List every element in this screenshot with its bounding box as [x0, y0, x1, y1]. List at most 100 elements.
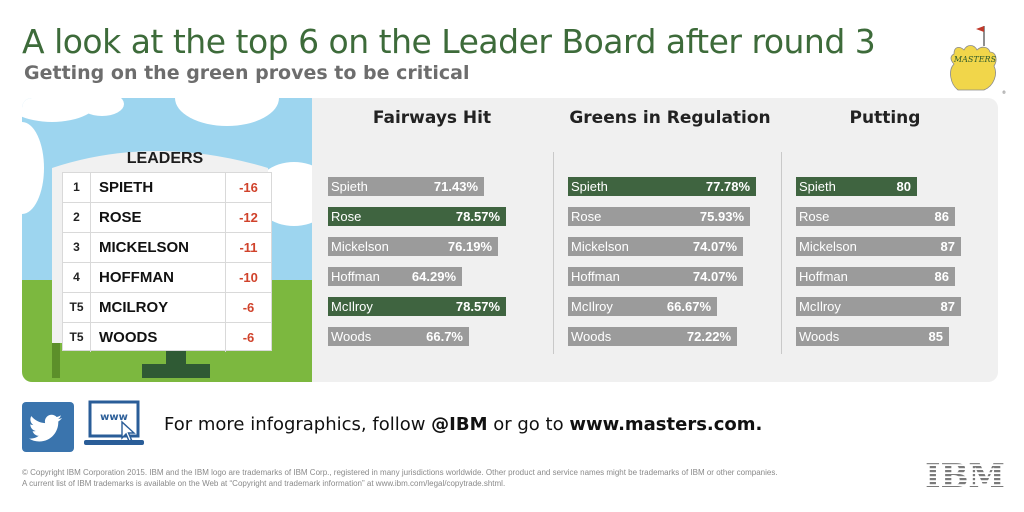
bar-category-label: Spieth: [331, 179, 368, 194]
bar: Rose 75.93%: [568, 207, 750, 226]
bar: Woods 66.7%: [328, 327, 469, 346]
leaderboard-row: 3 MICKELSON -11: [63, 232, 271, 262]
bar-category-label: Woods: [331, 329, 372, 344]
bar-value-label: 66.67%: [666, 299, 711, 314]
bar-category-label: Spieth: [799, 179, 836, 194]
leaderboard-position: 3: [63, 233, 91, 262]
bar-category-label: Hoffman: [331, 269, 380, 284]
bar: Mickelson 87: [796, 237, 961, 256]
chart-divider: [553, 152, 554, 354]
leaderboard-row: 1 SPIETH -16: [63, 173, 271, 203]
leaderboard-row: 2 ROSE -12: [63, 202, 271, 232]
leaderboard-player-name: MICKELSON: [99, 239, 189, 256]
leaderboard-player-name: SPIETH: [99, 179, 154, 196]
bar: Woods 72.22%: [568, 327, 737, 346]
leaderboard-title: LEADERS: [126, 150, 204, 167]
leaderboard-score: -6: [225, 293, 271, 322]
leaderboard-player-name: MCILROY: [99, 299, 169, 316]
bar: Hoffman 86: [796, 267, 955, 286]
chart-title-greens: Greens in Regulation: [569, 108, 771, 128]
bar-category-label: Mickelson: [331, 239, 389, 254]
bar-value-label: 74.07%: [692, 239, 737, 254]
bar-value-label: 80: [896, 179, 911, 194]
bar: Mickelson 74.07%: [568, 237, 743, 256]
follow-text: For more infographics, follow @IBM or go…: [164, 414, 762, 435]
leaderboard-position: T5: [63, 293, 91, 322]
leaderboard-row: 4 HOFFMAN -10: [63, 262, 271, 292]
bar: Spieth 77.78%: [568, 177, 756, 196]
bar: Spieth 71.43%: [328, 177, 484, 196]
bar-value-label: 86: [934, 269, 949, 284]
bar-value-label: 78.57%: [455, 299, 500, 314]
bar-value-label: 87: [940, 239, 955, 254]
bar: Hoffman 74.07%: [568, 267, 743, 286]
bar-value-label: 76.19%: [447, 239, 492, 254]
follow-prefix: For more infographics, follow: [164, 414, 432, 435]
bar-category-label: Mickelson: [571, 239, 629, 254]
bar-category-label: Woods: [799, 329, 840, 344]
leaderboard-player-name: WOODS: [99, 329, 158, 346]
leaderboard-row: T5 MCILROY -6: [63, 292, 271, 322]
bar-value-label: 86: [934, 209, 949, 224]
chart-title-putting: Putting: [849, 108, 921, 128]
leaderboard-row: T5 WOODS -6: [63, 322, 271, 352]
bar-category-label: Rose: [571, 209, 602, 224]
bar-category-label: Hoffman: [799, 269, 848, 284]
bar: McIlroy 78.57%: [328, 297, 506, 316]
ibm-handle-link[interactable]: @IBM: [431, 414, 488, 435]
masters-site-link[interactable]: www.masters.com.: [569, 414, 763, 435]
bar: McIlroy 87: [796, 297, 961, 316]
masters-logo-text: MASTERS: [953, 55, 997, 64]
bar-category-label: Rose: [799, 209, 830, 224]
twitter-icon[interactable]: [22, 402, 74, 452]
leaderboard-player-name: ROSE: [99, 209, 142, 226]
bar-category-label: Woods: [571, 329, 612, 344]
chart-divider: [781, 152, 782, 354]
website-icon-text: www: [100, 412, 128, 423]
bar-category-label: Rose: [331, 209, 362, 224]
bar-value-label: 71.43%: [433, 179, 478, 194]
bar: Woods 85: [796, 327, 949, 346]
page-subtitle: Getting on the green proves to be critic…: [24, 62, 470, 84]
bar-value-label: 85: [928, 329, 943, 344]
bar-value-label: 66.7%: [426, 329, 463, 344]
bar-category-label: McIlroy: [799, 299, 841, 314]
leaderboard-position: 4: [63, 263, 91, 292]
copyright-line-1: © Copyright IBM Corporation 2015. IBM an…: [22, 468, 778, 477]
bar-value-label: 72.22%: [686, 329, 731, 344]
bar: Spieth 80: [796, 177, 917, 196]
bar-value-label: 77.78%: [705, 179, 750, 194]
leaderboard-score: -16: [225, 173, 271, 202]
leaderboard-score: -6: [225, 323, 271, 352]
bar-category-label: Spieth: [571, 179, 608, 194]
svg-text:®: ®: [1002, 90, 1006, 95]
bar: McIlroy 66.67%: [568, 297, 717, 316]
leaderboard-position: T5: [63, 323, 91, 352]
bar: Hoffman 64.29%: [328, 267, 462, 286]
bar-category-label: Hoffman: [571, 269, 620, 284]
bar-category-label: Mickelson: [799, 239, 857, 254]
copyright-text: © Copyright IBM Corporation 2015. IBM an…: [22, 467, 902, 489]
bar-value-label: 74.07%: [692, 269, 737, 284]
bar-value-label: 64.29%: [411, 269, 456, 284]
leaderboard-table: 1 SPIETH -16 2 ROSE -12 3 MICKELSON -11 …: [62, 172, 272, 352]
bar: Rose 86: [796, 207, 955, 226]
ibm-logo: IBM: [926, 458, 1004, 490]
bar-value-label: 78.57%: [455, 209, 500, 224]
page-title: A look at the top 6 on the Leader Board …: [22, 22, 876, 61]
copyright-line-2: A current list of IBM trademarks is avai…: [22, 479, 506, 488]
leaderboard-score: -10: [225, 263, 271, 292]
bar-category-label: McIlroy: [331, 299, 373, 314]
masters-logo: MASTERS ®: [950, 26, 1006, 95]
bar-category-label: McIlroy: [571, 299, 613, 314]
website-icon[interactable]: www: [84, 400, 144, 454]
leaderboard-score: -11: [225, 233, 271, 262]
bar-value-label: 75.93%: [699, 209, 744, 224]
ibm-logo-text: IBM: [926, 458, 1004, 490]
follow-middle: or go to: [487, 414, 570, 435]
leaderboard-position: 1: [63, 173, 91, 202]
leaderboard-score: -12: [225, 203, 271, 232]
bar-value-label: 87: [940, 299, 955, 314]
leaderboard-position: 2: [63, 203, 91, 232]
leaderboard-player-name: HOFFMAN: [99, 269, 174, 286]
